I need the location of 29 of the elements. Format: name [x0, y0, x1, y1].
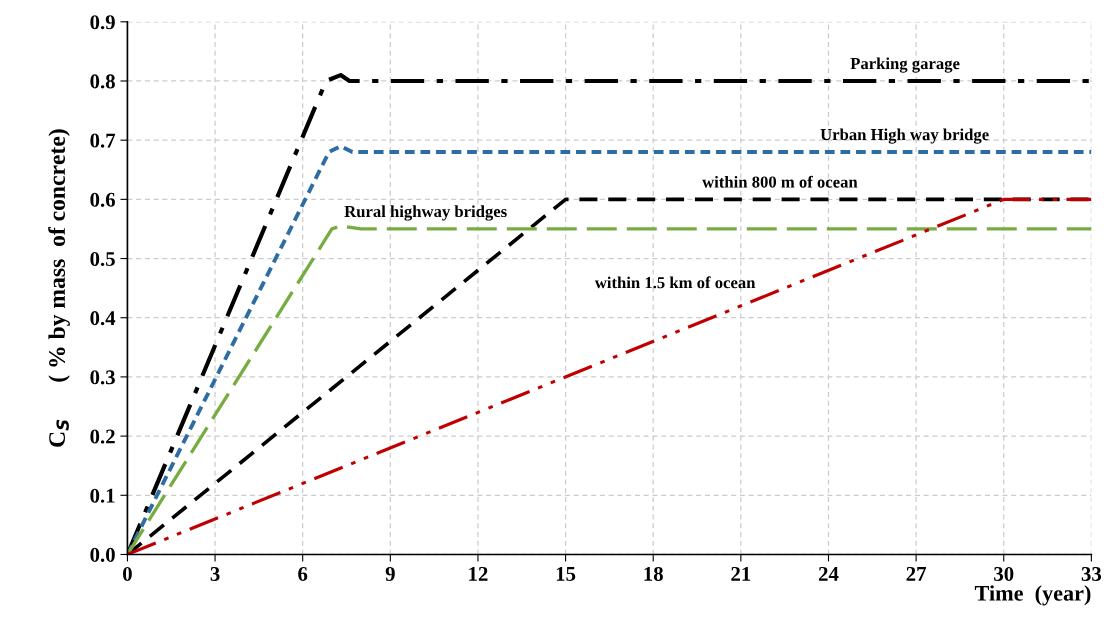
- y-tick-label: 0.6: [90, 192, 116, 207]
- y-tick-label: 0.9: [90, 15, 115, 30]
- annotation: within 800 m of ocean: [702, 175, 858, 188]
- x-tick-label: 18: [644, 566, 663, 581]
- x-tick-label: 30: [994, 566, 1014, 581]
- x-axis-title: Time (year): [974, 585, 1091, 606]
- annotation: within 1.5 km of ocean: [594, 276, 756, 289]
- annotation: Rural highway bridges: [344, 205, 507, 221]
- y-tick-label: 0.7: [90, 133, 116, 148]
- x-tick-label: 24: [818, 566, 839, 581]
- annotation: Urban High way bridge: [820, 128, 989, 144]
- y-tick-label: 0.5: [90, 251, 115, 267]
- y-tick-label: 0.0: [90, 547, 115, 562]
- x-tick-label: 12: [469, 566, 488, 581]
- x-tick-label: 3: [210, 566, 220, 581]
- annotation: Parking garage: [850, 57, 960, 73]
- x-tick-label: 33: [1081, 566, 1102, 581]
- x-tick-label: 6: [298, 566, 308, 581]
- x-tick-label: 9: [385, 566, 395, 581]
- x-tick-label: 0: [123, 566, 132, 581]
- x-tick-label: 27: [906, 566, 927, 581]
- y-tick-label: 0.8: [90, 74, 115, 89]
- y-tick-label: 0.3: [90, 370, 115, 385]
- x-tick-label: 21: [731, 566, 751, 581]
- y-tick-label: 0.4: [90, 311, 116, 326]
- x-tick-label: 15: [556, 566, 576, 581]
- text: C$_{S}$ ( % by mass of concrete): [48, 129, 70, 447]
- y-tick-label: 0.1: [90, 488, 115, 503]
- y-tick-label: 0.2: [90, 429, 115, 444]
